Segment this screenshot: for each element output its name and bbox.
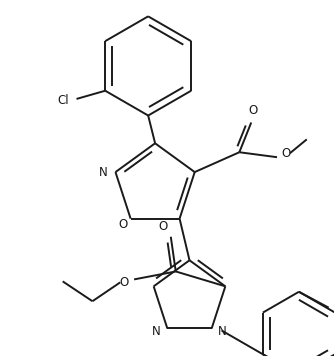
Text: O: O <box>249 104 258 117</box>
Text: Cl: Cl <box>58 94 69 107</box>
Text: O: O <box>118 218 127 231</box>
Text: O: O <box>281 147 290 160</box>
Text: O: O <box>158 220 168 233</box>
Text: N: N <box>99 166 108 178</box>
Text: N: N <box>152 325 161 338</box>
Text: N: N <box>218 325 227 338</box>
Text: O: O <box>120 276 129 289</box>
